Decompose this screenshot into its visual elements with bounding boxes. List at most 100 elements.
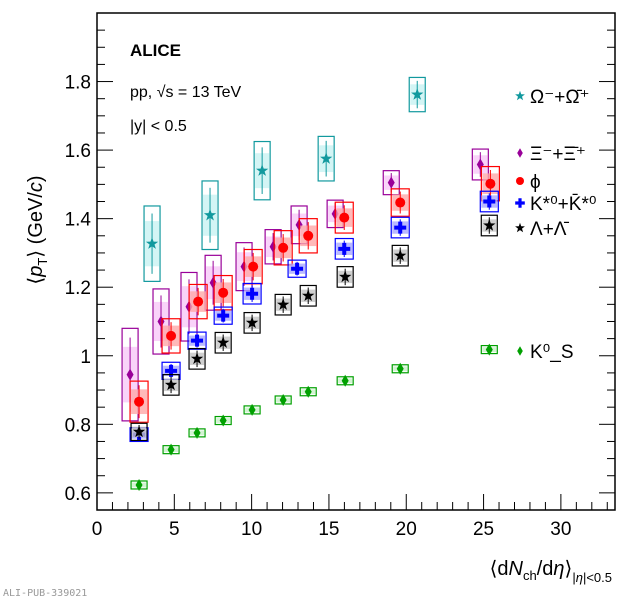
marker-diamond [517,346,523,356]
marker-diamond [126,368,134,381]
marker-cross [338,242,351,255]
marker-diamond [341,374,349,387]
sys-box [201,180,219,251]
sys-box [299,284,317,307]
marker-star [515,222,525,233]
marker-circle [248,261,259,272]
sys-box [336,266,354,288]
legend: Ω⁻+Ω̄⁺ Ξ⁻+Ξ̄⁺ ϕK*⁰+K̄*⁰ Λ+Λ̄ K⁰_S [515,87,596,363]
legend-label: Ξ⁻+Ξ̄⁺ [530,144,586,165]
sys-box [298,218,318,254]
marker-star [302,289,315,301]
marker-diamond [304,385,312,398]
x-axis-title: ⟨dNch/dη⟩|η|<0.5 [490,558,612,585]
marker-circle [278,242,289,253]
marker-diamond [193,426,201,439]
marker-star [164,378,178,391]
marker-cross [483,195,496,208]
marker-circle [485,178,496,189]
marker-star [411,88,424,100]
legend-label: ϕ [530,172,541,193]
legend-label: Λ+Λ̄ [530,219,569,240]
marker-star [394,249,407,261]
sys-box [152,288,170,355]
sys-box [243,311,261,334]
sys-box [188,347,206,370]
series [143,76,426,282]
series [130,343,498,491]
sys-box [408,76,426,113]
sys-box [390,216,410,239]
data-marks [121,76,500,491]
marker-star [132,425,146,438]
sys-box [391,244,409,267]
y-tick-label: 1 [80,347,91,368]
marker-star [483,219,496,231]
marker-diamond [248,403,256,416]
marker-star [515,90,525,101]
marker-circle [218,287,229,298]
marker-diamond [387,176,395,189]
axes: 0 5 10 15 20 25 30 0.6 0.8 1 1.2 1.4 1.6 1.8 [65,12,616,540]
marker-star [245,316,259,329]
marker-star [217,336,230,348]
legend-label: K*⁰+K̄*⁰ [530,194,596,215]
experiment-label: ALICE [130,41,181,60]
sys-box [161,318,181,354]
sys-box [317,135,335,182]
sys-box [471,148,489,181]
sys-box [162,374,180,396]
marker-circle [339,212,350,223]
marker-cross [515,198,525,208]
x-tick-label: 5 [169,519,180,540]
marker-star [320,152,333,164]
series [129,165,500,423]
marker-cross [394,221,407,234]
series [130,214,498,442]
sys-box [213,306,233,325]
sys-box [479,190,499,213]
sys-box [253,140,271,201]
marker-circle [193,296,204,307]
marker-star [145,237,159,249]
sys-box [242,282,262,305]
marker-diamond [209,276,217,289]
sys-box [129,380,149,423]
x-tick-label: 0 [92,519,103,540]
legend-label: Ω⁻+Ω̄⁺ [530,87,590,108]
x-tick-label: 25 [473,519,494,540]
marker-star [339,270,352,283]
sys-box [334,237,354,260]
marker-circle [166,330,177,341]
y-tick-label: 1.2 [65,278,91,299]
rapidity-label: |y| < 0.5 [130,118,187,135]
y-tick-label: 1.4 [65,210,92,231]
marker-star [190,352,204,365]
marker-diamond [269,240,277,253]
marker-diamond [517,148,523,158]
sys-box [130,422,148,442]
marker-diamond [485,343,493,356]
marker-circle [516,177,524,185]
y-tick-label: 0.8 [65,415,91,436]
x-tick-label: 10 [241,519,262,540]
legend-label: K⁰_S [530,342,574,363]
marker-diamond [476,158,484,171]
y-axis-title: ⟨pT⟩ (GeV/c) [25,175,50,284]
marker-star [277,298,290,310]
x-tick-label: 20 [396,519,417,540]
marker-cross [291,262,304,275]
marker-diamond [219,414,227,427]
y-tick-label: 0.6 [65,484,91,505]
marker-cross [165,364,178,377]
sys-box [273,230,293,266]
marker-cross [246,287,259,300]
marker-diamond [167,443,175,456]
sys-box [214,331,232,354]
sys-box [390,188,410,217]
y-tick-label: 1.8 [65,73,91,94]
x-tick-label: 15 [318,519,339,540]
marker-star [256,164,269,176]
